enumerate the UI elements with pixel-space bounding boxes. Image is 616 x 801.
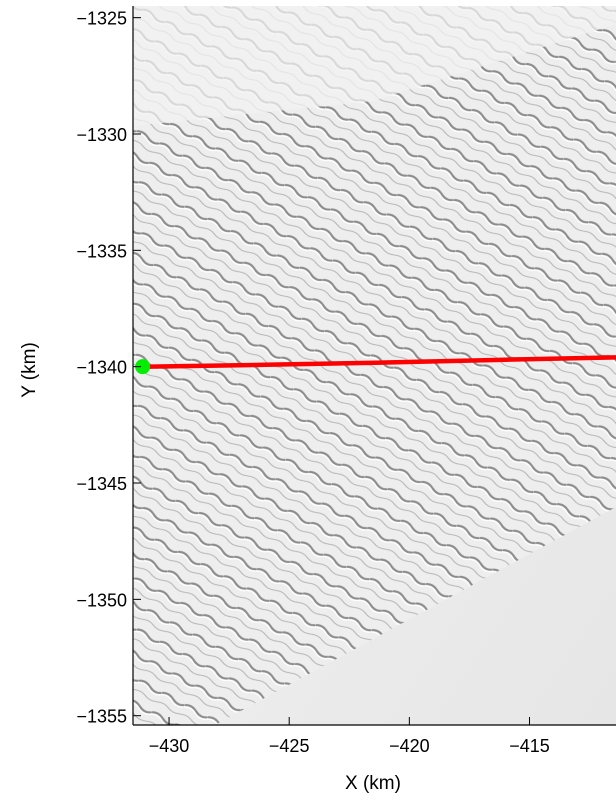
axes-layer: −430 −425 −420 −415 −1325−1330−1335−1340−13…: [76, 6, 616, 756]
upper-smooth-terrain: [133, 6, 616, 126]
x-tick-label: −425: [269, 736, 310, 756]
series-layer: [140, 355, 616, 369]
y-tick-label: −1345: [76, 474, 127, 494]
x-tick-label: −415: [509, 736, 550, 756]
y-tick-label: −1330: [76, 125, 127, 145]
plot-area: [133, 6, 616, 725]
start-marker-0: [135, 359, 151, 375]
y-tick-label: −1335: [76, 241, 127, 261]
y-tick-label: −1340: [76, 358, 127, 378]
y-tick-label: −1355: [76, 707, 127, 727]
y-tick-label: −1350: [76, 590, 127, 610]
x-axis-label: X (km): [345, 773, 401, 794]
y-axis-label: Y (km): [19, 342, 40, 398]
y-tick-label: −1325: [76, 9, 127, 29]
x-tick-layer: −430 −425 −420 −415: [149, 717, 550, 756]
x-tick-label: −420: [389, 736, 430, 756]
marker-layer: [135, 359, 151, 375]
y-tick-layer: −1325 −1330 −1335 −1340 −1345 −1350 −1355: [76, 9, 141, 727]
x-tick-label: −430: [149, 736, 190, 756]
ridged-terrain-region: [133, 6, 616, 725]
profile-line-0: [140, 355, 616, 369]
